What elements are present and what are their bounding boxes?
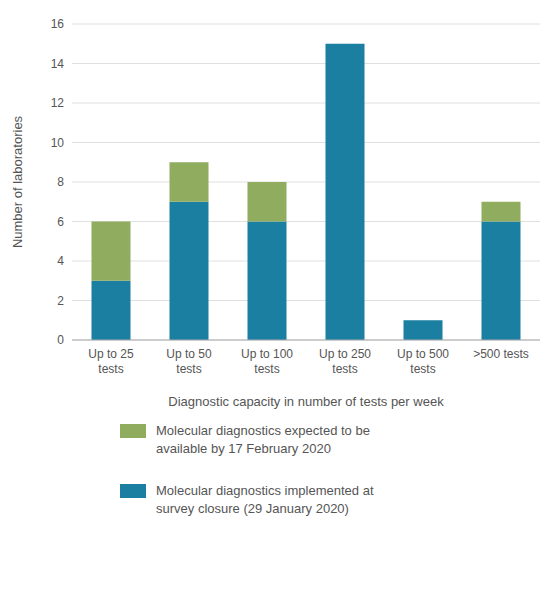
y-tick-label: 10	[51, 136, 65, 150]
bar-segment	[92, 281, 131, 340]
grid-line	[72, 142, 540, 143]
x-tick-label: Up to 50tests	[166, 347, 212, 376]
x-tick-label: >500 tests	[473, 347, 529, 361]
bar-segment	[326, 43, 365, 44]
bar-segment	[248, 222, 287, 341]
bar-segment	[482, 202, 521, 222]
legend-swatch	[120, 424, 146, 438]
grid-line	[72, 340, 540, 341]
legend-label: Molecular diagnostics implemented atsurv…	[156, 483, 374, 516]
y-tick-label: 2	[57, 294, 64, 308]
x-tick-label: Up to 25tests	[88, 347, 134, 376]
grid-line	[72, 24, 540, 25]
legend-swatch	[120, 484, 146, 498]
legend: Molecular diagnostics expected to beavai…	[120, 423, 374, 516]
x-axis-label: Diagnostic capacity in number of tests p…	[168, 394, 444, 409]
bar-segment	[248, 182, 287, 222]
chart: 0 2 4 6 8 10 12 14 16 Up to 25tests Up to 50tests U…	[0, 0, 554, 610]
bar-segment	[404, 320, 443, 321]
y-tick-label: 8	[57, 175, 64, 189]
y-tick-label: 6	[57, 215, 64, 229]
grid-line	[72, 103, 540, 104]
grid-line	[72, 261, 540, 262]
y-tick-label: 12	[51, 96, 65, 110]
grid-line	[72, 221, 540, 222]
grid-line	[72, 63, 540, 64]
bar-segment	[170, 202, 209, 340]
bar-segment	[92, 222, 131, 281]
grid-line	[72, 182, 540, 183]
y-tick-label: 0	[57, 333, 64, 347]
bars	[92, 44, 521, 340]
bar-segment	[404, 320, 443, 340]
bar-segment	[482, 222, 521, 341]
x-tick-label: Up to 250tests	[319, 347, 371, 376]
grid-line	[72, 300, 540, 301]
bar-segment	[326, 44, 365, 340]
x-tick-label: Up to 100tests	[241, 347, 293, 376]
y-axis-label: Number of laboratories	[10, 115, 25, 248]
legend-label: Molecular diagnostics expected to beavai…	[156, 423, 370, 456]
y-tick-label: 16	[51, 17, 65, 31]
grid	[72, 24, 540, 340]
bar-segment	[170, 162, 209, 202]
y-tick-label: 4	[57, 254, 64, 268]
y-tick-label: 14	[51, 57, 65, 71]
x-axis-line	[72, 340, 540, 341]
x-tick-label: Up to 500tests	[397, 347, 449, 376]
